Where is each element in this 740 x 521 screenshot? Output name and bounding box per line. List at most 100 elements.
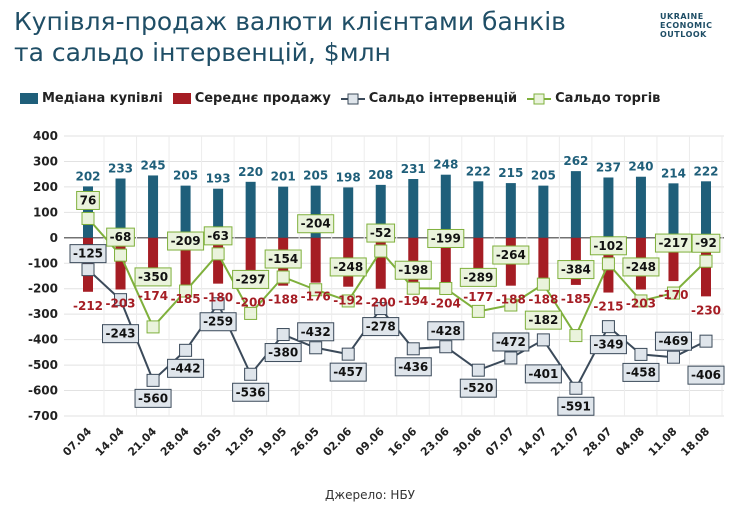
data-label-sell: -212: [73, 299, 103, 313]
data-label-sell: -188: [268, 293, 298, 307]
bar-sell: [473, 237, 484, 283]
trade-label: -198: [398, 263, 428, 277]
data-label-buy-group: 201: [271, 170, 296, 184]
trade-marker: [439, 281, 453, 295]
y-tick-label: -700: [28, 409, 58, 423]
interventions-label-box: [557, 396, 595, 416]
trade-label: -199: [431, 231, 461, 245]
interventions-label: -428: [431, 324, 461, 338]
data-label-buy-group: 222: [693, 164, 718, 178]
data-label-sell: -194: [398, 294, 428, 308]
bar-buy: [245, 181, 256, 238]
interventions-marker: [439, 340, 453, 354]
bar-sell: [538, 237, 549, 286]
data-label-buy-group: 245: [141, 158, 166, 172]
x-tick-label: 16.06: [386, 425, 420, 459]
data-labels: 202 233 245 205 193 220 201 205 198 208 231 248 222 2…: [69, 154, 725, 416]
bar-buy: [343, 187, 354, 238]
data-label-buy: 201: [271, 170, 296, 184]
data-label-sell-group: -200: [366, 296, 396, 310]
data-label-sell: -203: [626, 296, 656, 310]
legend-label: Сальдо торгів: [555, 91, 661, 106]
interventions-marker: [309, 341, 323, 355]
trade-label-group: -350: [134, 267, 172, 287]
x-tick-label: 30.06: [451, 425, 485, 459]
y-tick-label: 100: [33, 205, 58, 219]
data-label-buy: 233: [108, 162, 133, 176]
bar-buy: [148, 175, 159, 238]
legend-line-marker: [340, 93, 365, 104]
trade-label: -248: [626, 260, 656, 274]
data-label-sell-group: -170: [658, 288, 688, 302]
data-label-sell: -185: [561, 292, 591, 306]
x-tick-label: 07.04: [60, 425, 94, 459]
bar-sell: [668, 237, 679, 282]
trade-marker: [146, 320, 160, 334]
x-tick-label: 21.04: [125, 425, 159, 459]
data-label-sell-group: -200: [236, 296, 266, 310]
trade-marker: [471, 304, 485, 318]
data-label-sell-group: -188: [528, 293, 558, 307]
y-tick-label: 200: [33, 180, 58, 194]
interventions-label-box: [589, 335, 627, 355]
data-label-buy-group: 237: [596, 160, 621, 174]
interventions-label: -457: [333, 365, 363, 379]
trade-label-box: [622, 257, 660, 277]
data-label-buy-group: 214: [661, 166, 686, 180]
x-tick-label: 09.06: [353, 425, 387, 459]
interventions-marker: [179, 343, 193, 357]
data-label-sell-group: -203: [106, 296, 136, 310]
trade-label: -350: [138, 270, 168, 284]
bar-buy: [473, 181, 484, 238]
interventions-label: -472: [496, 335, 526, 349]
interventions-label: -591: [561, 399, 591, 413]
interventions-marker: [276, 328, 290, 342]
bar-buy: [213, 188, 224, 238]
trade-label-group: -68: [106, 227, 135, 247]
bar-buy: [180, 185, 191, 238]
legend-line-marker: [527, 93, 552, 104]
trade-label-group: -198: [394, 260, 432, 280]
trade-marker: [244, 306, 258, 320]
interventions-label-group: -442: [167, 358, 205, 378]
interventions-marker: [406, 342, 420, 356]
interventions-label: -442: [171, 361, 201, 375]
data-label-buy: 205: [303, 169, 328, 183]
interventions-marker: [81, 263, 95, 277]
interventions-marker: [244, 367, 258, 381]
bar-sell: [245, 237, 256, 289]
legend-label: Середнє продажу: [194, 91, 331, 106]
data-label-buy: 222: [466, 164, 491, 178]
data-label-sell: -230: [691, 303, 721, 317]
bar-sell: [375, 237, 386, 289]
x-tick-label: 11.08: [646, 425, 680, 459]
data-label-buy-group: 208: [368, 168, 393, 182]
interventions-marker: [374, 302, 388, 316]
interventions-marker: [634, 347, 648, 361]
interventions-marker: [699, 334, 713, 348]
interventions-marker: [471, 363, 485, 377]
trade-label-box: [167, 231, 205, 251]
x-tick-label: 14.04: [93, 425, 127, 459]
interventions-label-group: -520: [459, 378, 497, 398]
interventions-label: -469: [658, 334, 688, 348]
interventions-label-group: -469: [654, 331, 692, 351]
data-label-sell-group: -185: [171, 292, 201, 306]
bar-buy: [570, 171, 581, 238]
trade-label-box: [589, 236, 627, 256]
interventions-label-group: -428: [427, 321, 465, 341]
x-tick-label: 21.07: [548, 425, 582, 459]
trade-label-group: -154: [264, 249, 302, 269]
data-label-buy-group: 240: [628, 160, 653, 174]
bar-buy: [375, 184, 386, 238]
trade-label-box: [329, 257, 367, 277]
interventions-marker: [569, 381, 583, 395]
trade-label-box: [557, 260, 595, 280]
bar-buy: [115, 178, 126, 238]
interventions-label-group: -457: [329, 362, 367, 382]
interventions-marker: [341, 347, 355, 361]
bar-sell: [213, 237, 224, 284]
interventions-label-group: -259: [199, 312, 237, 332]
data-label-sell: -185: [171, 292, 201, 306]
